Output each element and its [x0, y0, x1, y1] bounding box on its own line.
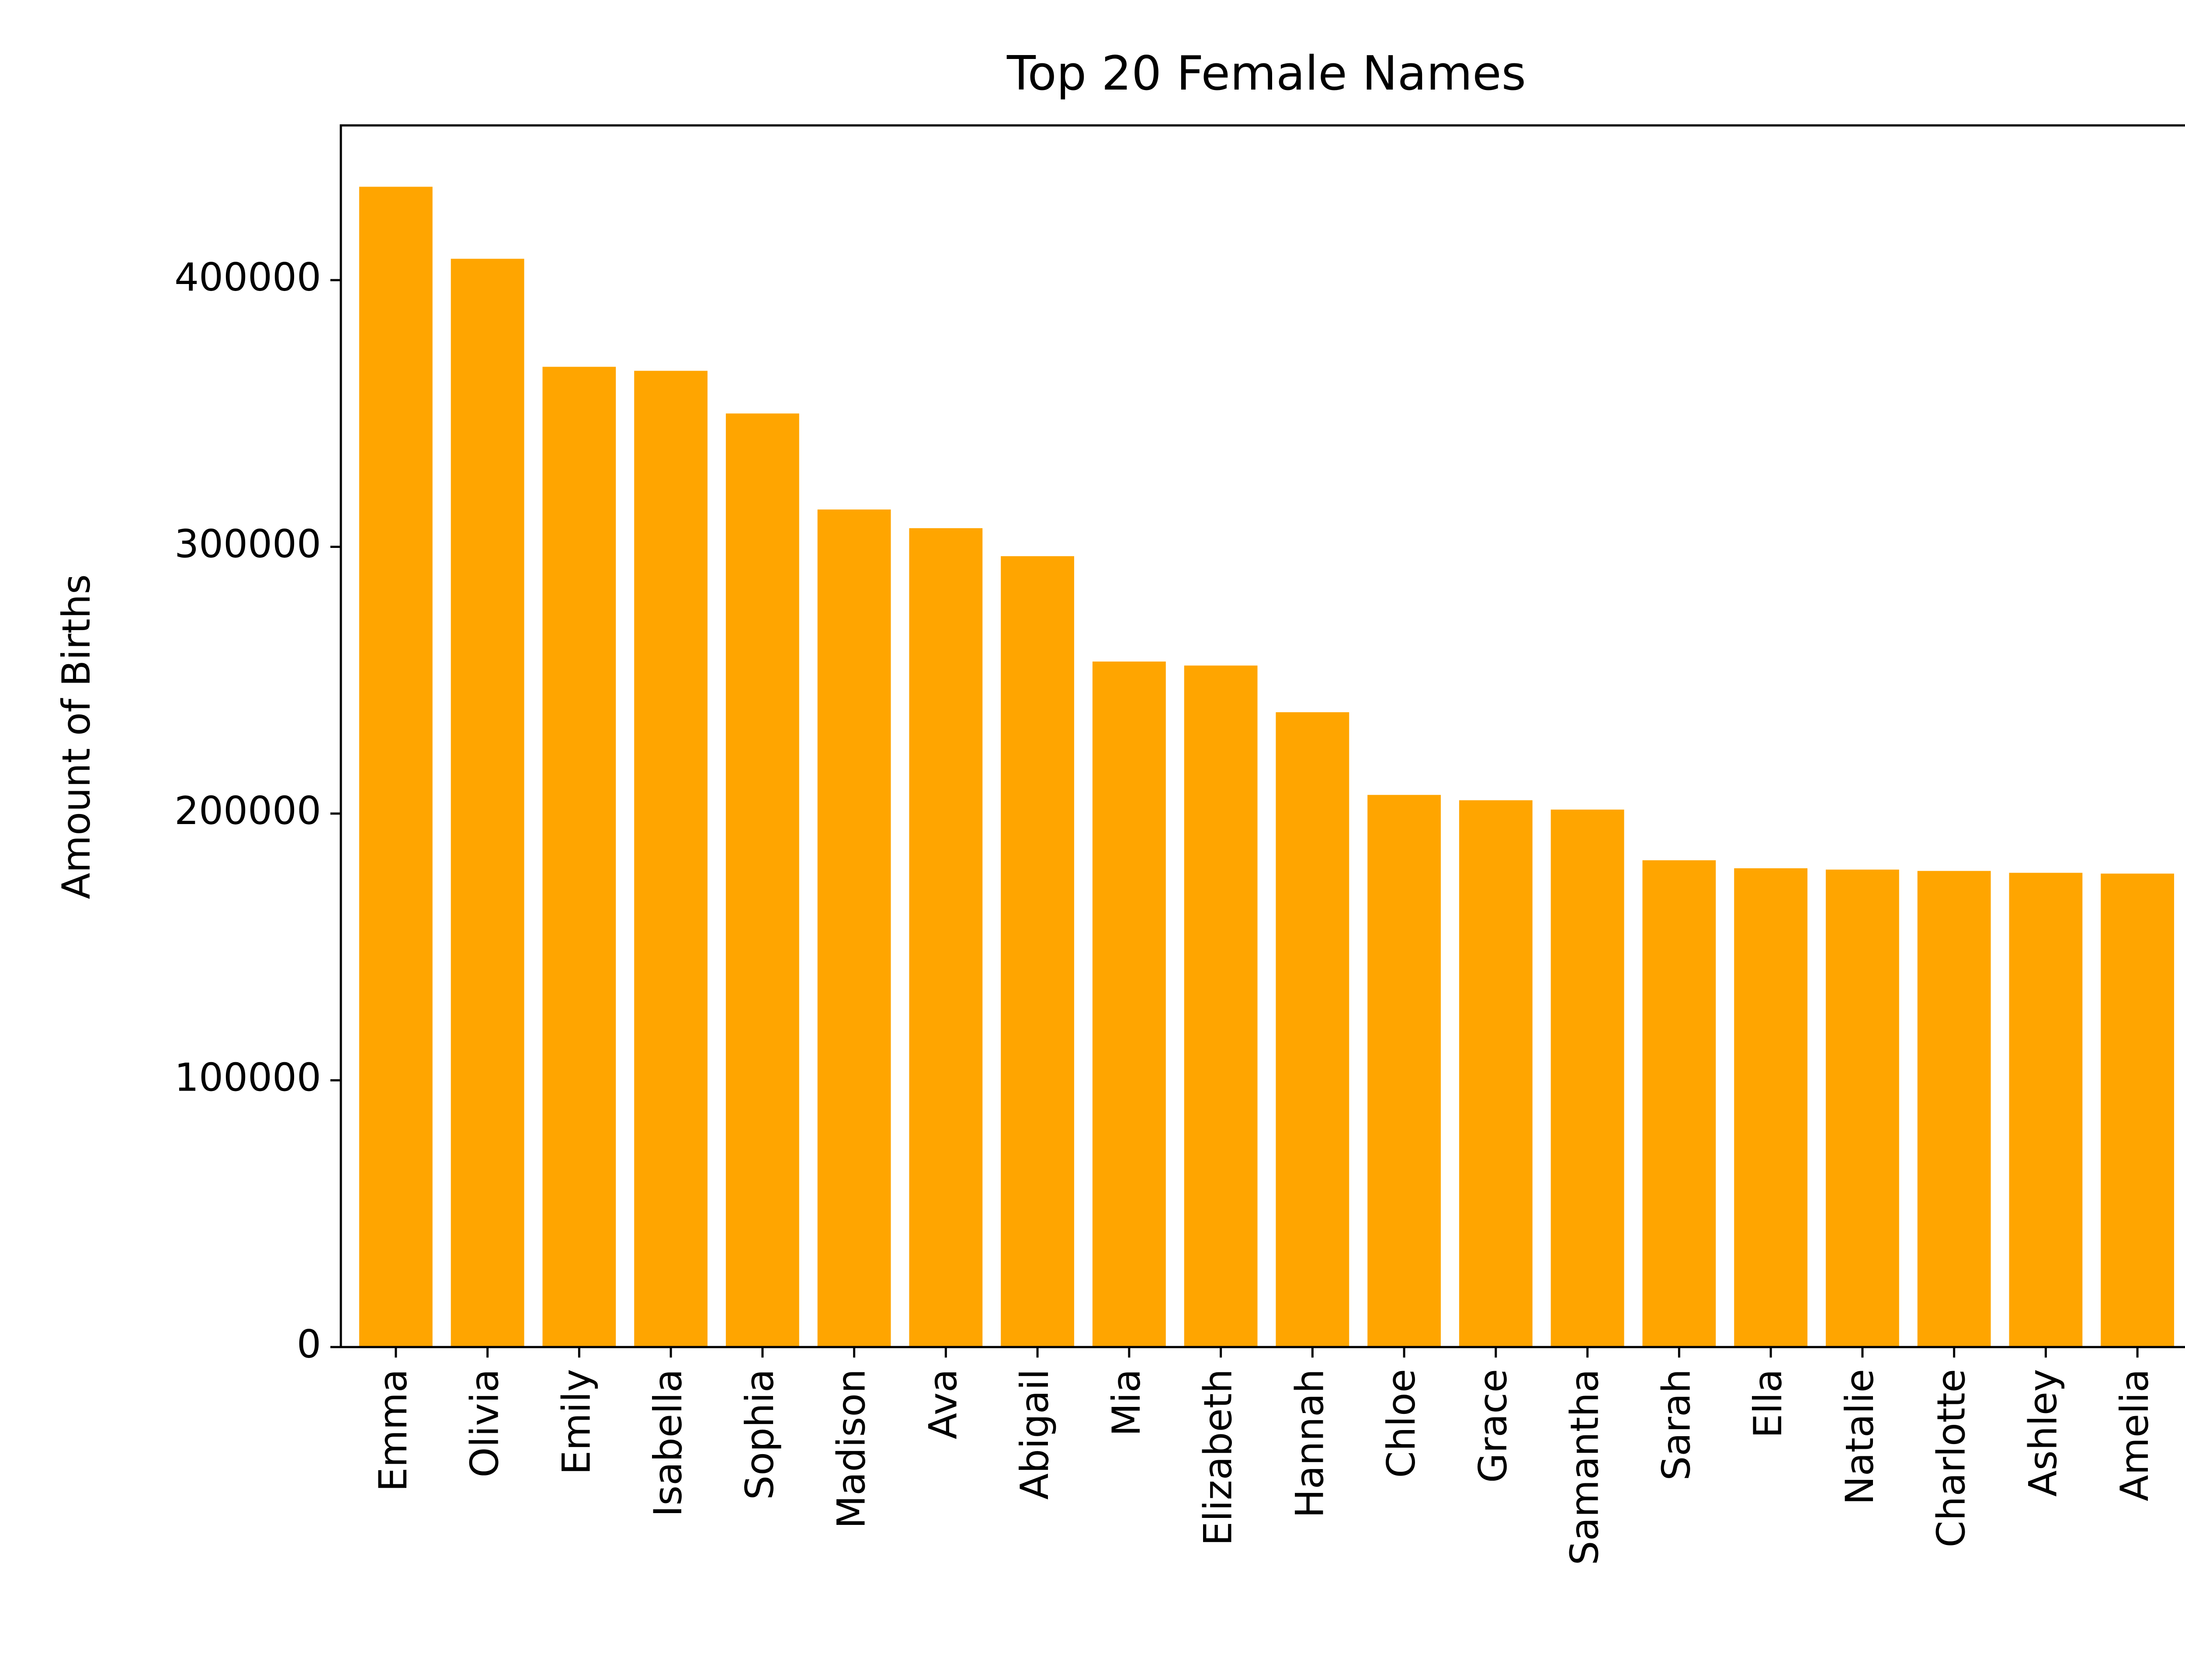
y-axis-label: Amount of Births [54, 574, 99, 899]
x-tick-label: Sarah [1654, 1369, 1699, 1481]
y-tick-label: 100000 [174, 1055, 321, 1100]
x-axis: Emma Olivia Emily Isabella Sophia Madison Ava A… [371, 1347, 2157, 1565]
x-tick-label: Samantha [1562, 1369, 1607, 1565]
bar-samantha [1550, 809, 1624, 1347]
bar-sarah [1642, 860, 1716, 1347]
bar-mia [1092, 662, 1166, 1347]
x-tick-label: Abigail [1012, 1369, 1057, 1500]
bar-ella [1734, 868, 1808, 1347]
y-tick-label: 0 [297, 1322, 321, 1367]
bar-hannah [1276, 712, 1349, 1347]
bar-amelia [2101, 873, 2175, 1347]
x-tick-label: Isabella [645, 1369, 690, 1517]
x-tick-label: Elizabeth [1196, 1369, 1241, 1546]
x-tick-label: Charlotte [1929, 1369, 1974, 1548]
x-tick-label: Emily [554, 1369, 599, 1475]
y-tick-label: 300000 [174, 521, 321, 566]
bar-grace [1459, 800, 1533, 1347]
x-tick-label: Ava [920, 1369, 965, 1439]
x-tick-label: Emma [371, 1369, 416, 1492]
bar-abigail [1001, 556, 1075, 1347]
chart-title: Top 20 Female Names [1006, 46, 1526, 101]
x-tick-label: Chloe [1379, 1369, 1424, 1478]
bar-emma [359, 187, 433, 1347]
bar-olivia [451, 259, 524, 1347]
x-tick-label: Ashley [2020, 1369, 2065, 1497]
bar-madison [817, 509, 891, 1347]
x-tick-label: Grace [1471, 1369, 1516, 1483]
bars-group [359, 187, 2175, 1347]
bar-sophia [725, 413, 799, 1347]
x-tick-label: Natalie [1837, 1369, 1882, 1505]
y-axis: 0 100000 200000 300000 400000 [174, 255, 341, 1367]
x-tick-label: Sophia [737, 1369, 782, 1500]
x-tick-label: Madison [829, 1369, 874, 1529]
bar-elizabeth [1184, 665, 1258, 1347]
x-tick-label: Mia [1104, 1369, 1149, 1436]
x-tick-label: Ella [1745, 1369, 1790, 1438]
bar-ava [909, 528, 983, 1347]
bar-chloe [1367, 795, 1441, 1347]
x-tick-label: Hannah [1287, 1369, 1332, 1518]
y-tick-label: 200000 [174, 788, 321, 833]
bar-natalie [1825, 869, 1899, 1347]
x-tick-label: Olivia [462, 1369, 507, 1478]
x-tick-label: Amelia [2112, 1369, 2157, 1501]
bar-isabella [634, 371, 708, 1347]
bar-charlotte [1917, 871, 1991, 1347]
y-tick-label: 400000 [174, 255, 321, 300]
plot-frame [340, 124, 2185, 1348]
bar-ashley [2009, 873, 2083, 1347]
bar-emily [542, 367, 616, 1347]
